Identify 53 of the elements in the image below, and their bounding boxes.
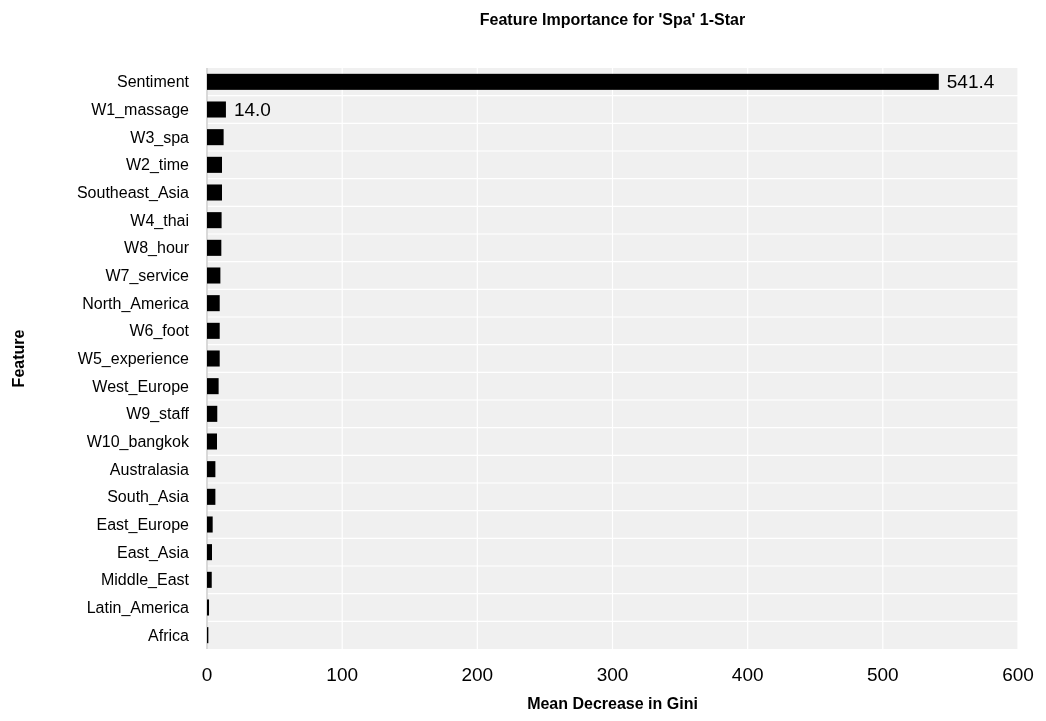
y-tick-label: East_Asia [116, 543, 190, 562]
x-tick-label: 0 [201, 664, 213, 685]
bar [207, 73, 939, 90]
y-tick-label: W8_hour [124, 239, 190, 258]
y-tick-label: Sentiment [116, 73, 190, 91]
bar [207, 156, 222, 173]
y-tick-label: W7_service [105, 267, 190, 286]
bar [207, 461, 216, 478]
y-tick-label: W9_staff [126, 405, 190, 424]
bar [207, 571, 212, 588]
y-tick-label: Latin_America [86, 599, 190, 618]
y-tick-label: Australasia [109, 460, 190, 478]
y-tick-label: North_America [82, 294, 190, 313]
bar [207, 516, 213, 533]
bar [207, 267, 221, 284]
bar [207, 433, 217, 450]
y-tick-label: W6_foot [129, 322, 190, 341]
bar [207, 129, 224, 146]
y-tick-label: W10_bangkok [86, 433, 190, 452]
bar [207, 350, 220, 367]
x-tick-label: 100 [326, 664, 359, 685]
y-tick-label: Southeast_Asia [76, 184, 190, 203]
y-tick-label: W2_time [125, 156, 190, 175]
y-tick-label: East_Europe [96, 516, 190, 535]
bar [207, 101, 226, 118]
y-tick-label: Africa [148, 626, 190, 644]
bar [207, 405, 218, 422]
bar [207, 378, 219, 395]
x-tick-label: 600 [1002, 664, 1034, 685]
data-label: 541.4 [946, 71, 995, 93]
x-tick-label: 300 [596, 664, 629, 685]
data-label: 14.0 [233, 99, 271, 121]
y-tick-label: W3_spa [130, 128, 190, 147]
x-tick-label: 200 [461, 664, 494, 685]
y-tick-label: W4_thai [130, 211, 189, 230]
x-tick-label: 500 [866, 664, 899, 685]
y-axis-title: Feature [10, 329, 27, 388]
bar [207, 184, 222, 201]
y-tick-label: W5_experience [77, 350, 190, 369]
bar [207, 544, 212, 561]
bar [207, 295, 220, 312]
bar [207, 212, 222, 229]
x-axis-title: Mean Decrease in Gini [527, 695, 698, 712]
bar [207, 488, 216, 505]
chart-title: Feature Importance for 'Spa' 1-Star [479, 11, 746, 28]
bar [207, 599, 210, 616]
x-tick-label: 400 [731, 664, 764, 685]
y-tick-label: South_Asia [107, 488, 190, 507]
bar [207, 239, 222, 256]
y-tick-label: Middle_East [100, 571, 190, 590]
y-tick-label: W1_massage [91, 101, 190, 120]
bar [207, 322, 220, 339]
y-tick-label: West_Europe [92, 377, 190, 396]
